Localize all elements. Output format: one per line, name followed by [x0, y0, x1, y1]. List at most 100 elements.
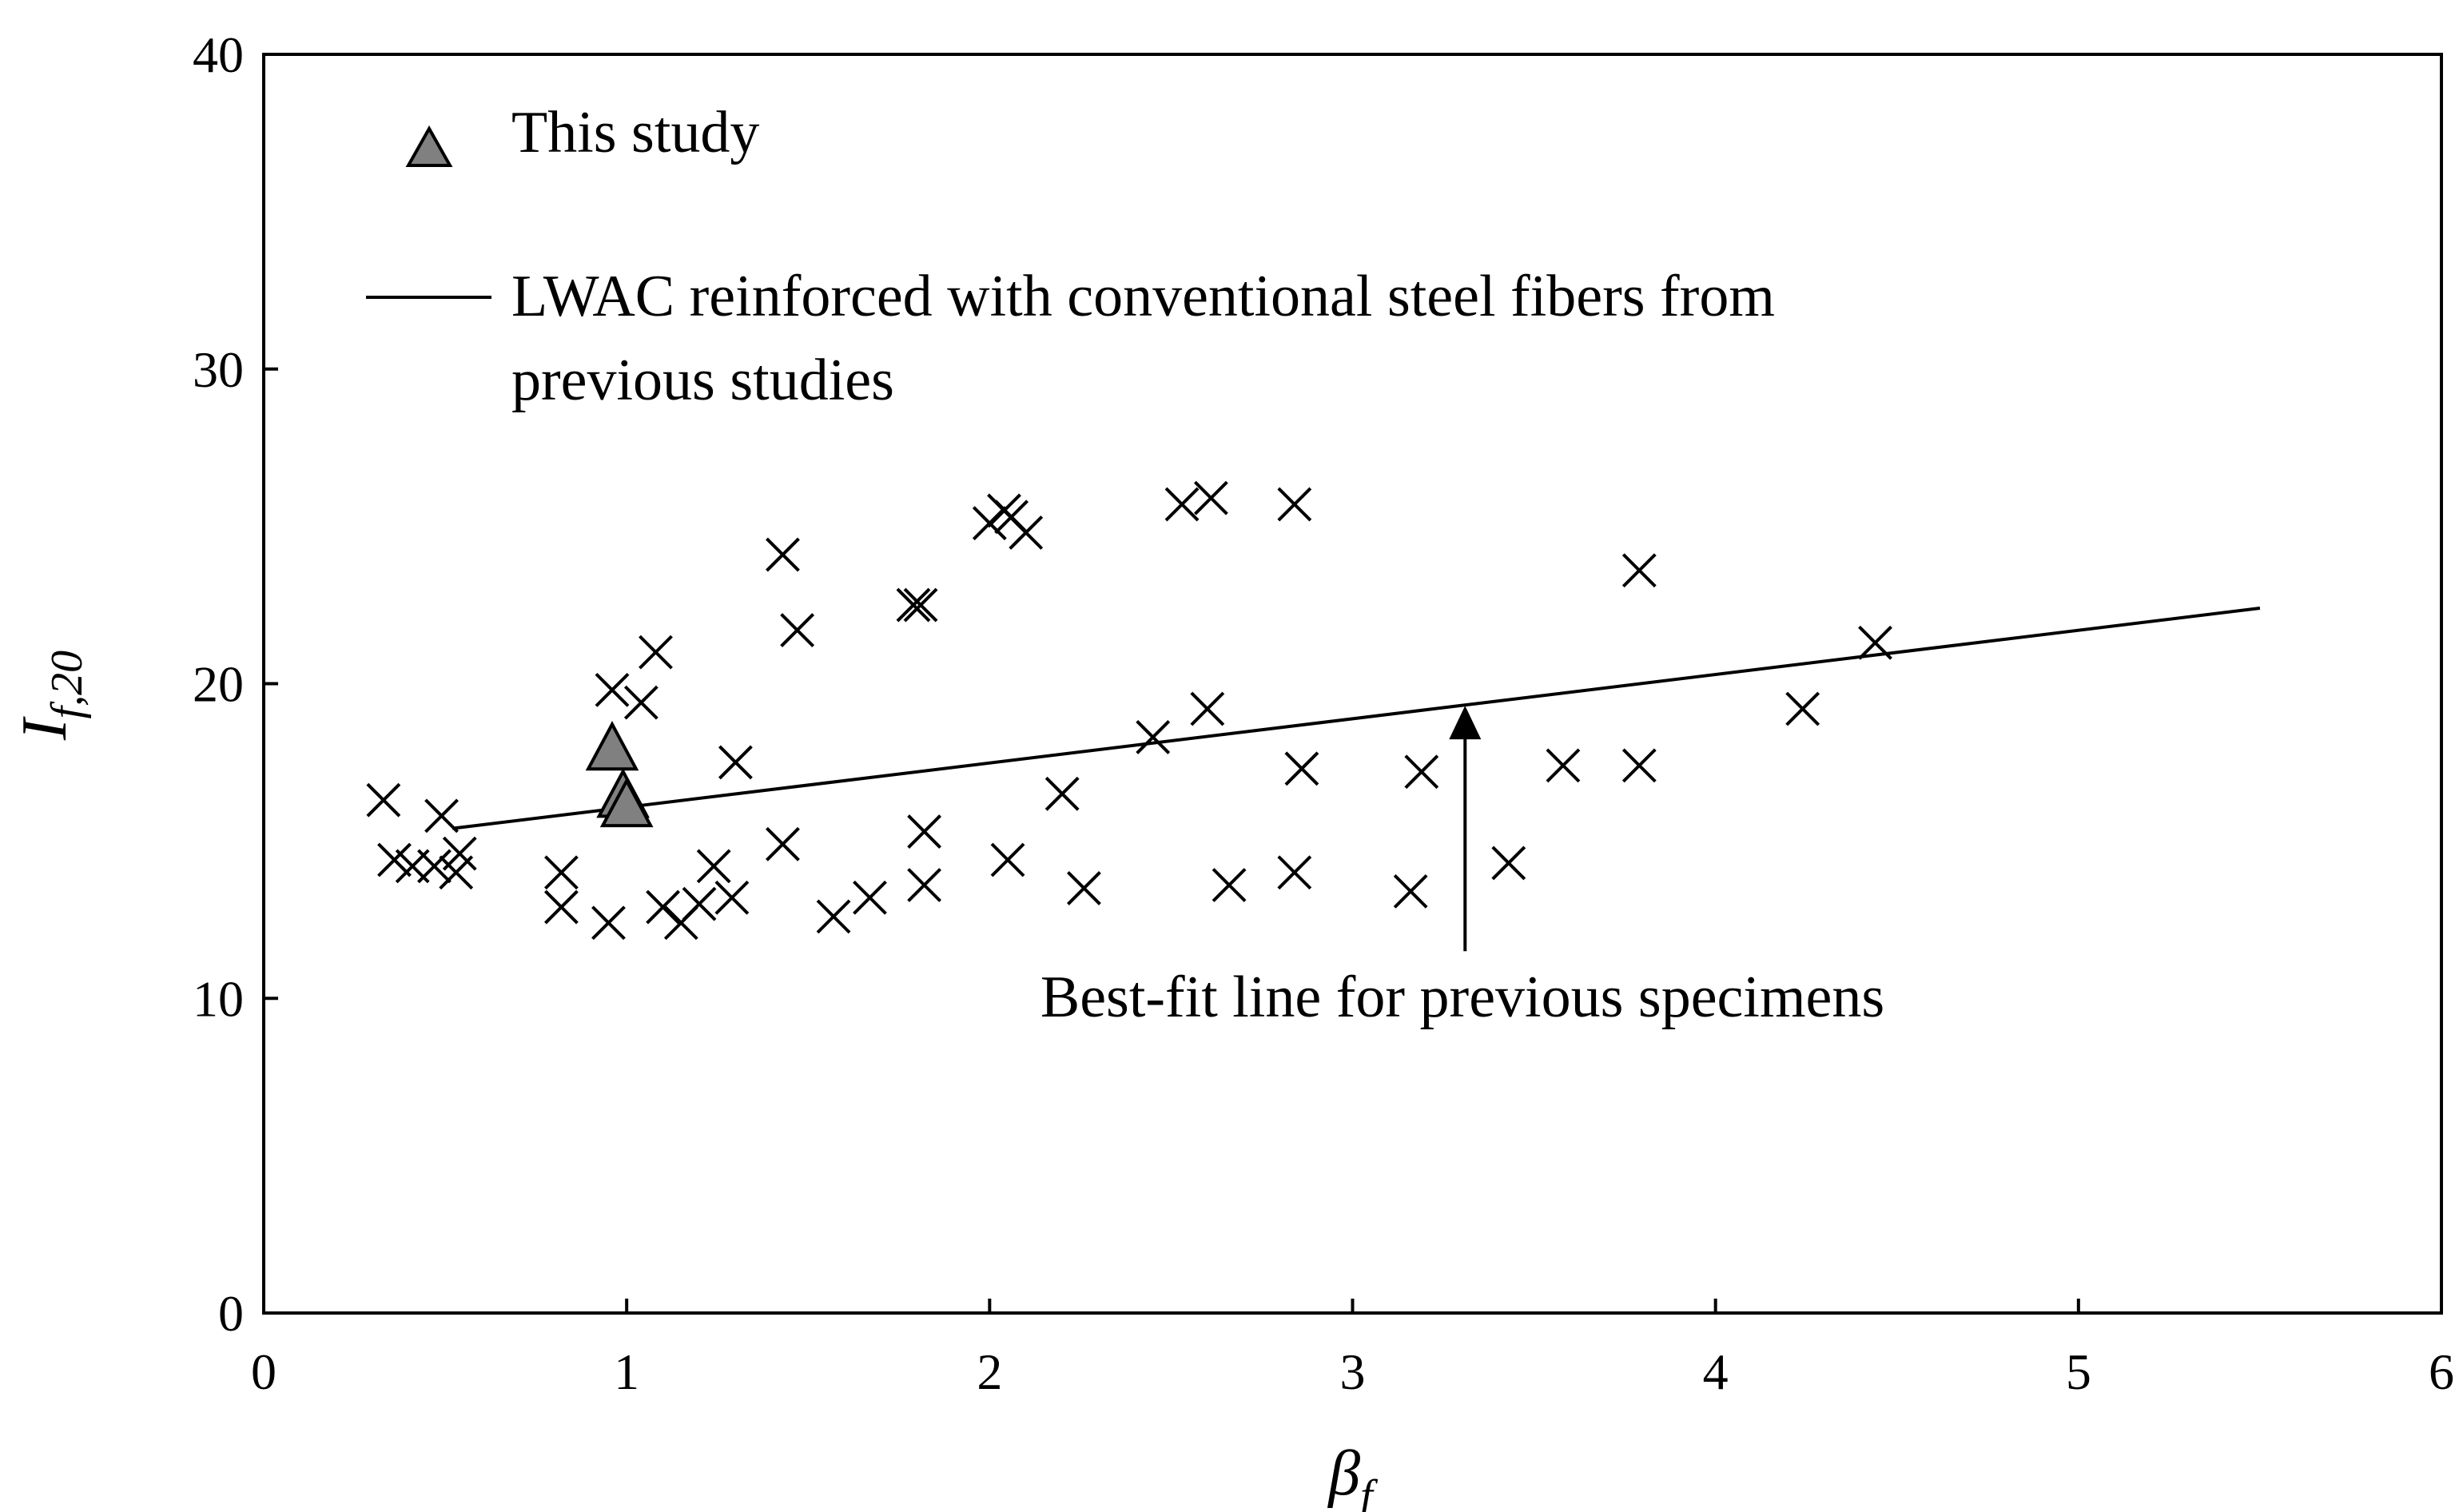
x-marker-stroke: [646, 889, 680, 925]
x-marker-stroke: [766, 537, 800, 572]
plot-frame: [262, 53, 2443, 1315]
x-tick-label: 3: [1340, 1343, 1366, 1400]
scatter-point-previous: [623, 685, 659, 720]
x-marker-stroke: [377, 842, 412, 877]
scatter-point-previous: [1393, 873, 1428, 909]
scatter-point-previous: [1404, 754, 1439, 790]
x-marker-stroke: [623, 685, 659, 720]
x-marker-stroke: [714, 880, 750, 915]
x-marker-stroke: [896, 587, 931, 623]
scatter-point-previous: [595, 672, 630, 707]
data-points: [366, 480, 1892, 941]
x-marker-stroke: [424, 798, 459, 834]
x-marker-stroke: [853, 880, 887, 915]
legend-label-previous-line1: LWAC reinforced with conventional steel …: [511, 264, 1775, 329]
x-tick-label: 4: [1703, 1343, 1729, 1400]
scatter-point-previous: [417, 849, 452, 884]
x-tick-label: 1: [614, 1343, 639, 1400]
plot-area-border: [262, 53, 2443, 1315]
x-marker-stroke: [1277, 487, 1312, 522]
scatter-point-previous: [1044, 776, 1080, 811]
scatter-point-this-study: [585, 721, 639, 771]
scatter-point-previous: [1785, 691, 1820, 726]
legend-triangle-marker: [405, 125, 453, 167]
x-marker-stroke: [682, 886, 717, 921]
x-marker-stroke: [366, 782, 401, 818]
x-marker-stroke: [718, 745, 753, 780]
x-marker-stroke: [544, 889, 579, 925]
x-marker-stroke: [903, 587, 938, 623]
y-tick-label: 40: [193, 26, 244, 83]
x-marker-stroke: [1009, 515, 1044, 550]
scatter-point-this-study: [599, 777, 654, 828]
x-tick-label: 2: [977, 1343, 1002, 1400]
x-axis-title-sub: f: [1360, 1471, 1379, 1512]
x-marker-stroke: [1277, 855, 1312, 890]
scatter-point-previous: [1277, 487, 1312, 522]
x-marker-stroke: [780, 613, 815, 647]
y-tick-label: 0: [218, 1285, 244, 1342]
scatter-point-previous: [1858, 625, 1892, 660]
scatter-point-previous: [1277, 855, 1312, 890]
scatter-point-previous: [682, 886, 717, 921]
x-marker-stroke: [766, 826, 800, 861]
scatter-point-previous: [591, 905, 626, 941]
x-axis-title: βf: [1327, 1438, 1379, 1512]
scatter-point-previous: [780, 613, 815, 647]
x-marker-stroke: [1621, 553, 1657, 588]
scatter-point-previous: [714, 880, 750, 915]
scatter-point-previous: [544, 855, 579, 890]
scatter-point-previous: [442, 836, 477, 871]
x-marker-stroke: [442, 836, 477, 871]
scatter-point-previous: [639, 635, 673, 670]
x-marker-stroke: [1193, 480, 1228, 515]
x-tick-label: 6: [2429, 1343, 2454, 1400]
x-marker-stroke: [639, 635, 673, 670]
scatter-point-previous: [853, 880, 887, 915]
scatter-point-previous: [907, 814, 941, 849]
legend: This study LWAC reinforced with conventi…: [366, 100, 1775, 413]
x-marker-stroke: [696, 849, 731, 884]
best-fit-line: [452, 607, 2261, 830]
legend-label-previous-line2: previous studies: [511, 348, 894, 413]
axis-ticks: [262, 53, 2443, 1315]
best-fit-line-layer: [452, 607, 2261, 830]
scatter-point-previous: [1136, 720, 1171, 754]
scatter-point-previous: [1164, 487, 1200, 522]
y-tick-label: 20: [193, 656, 244, 713]
x-marker-stroke: [1393, 873, 1428, 909]
x-marker-stroke: [1044, 776, 1080, 811]
x-marker-stroke: [1785, 691, 1820, 726]
x-marker-stroke: [1858, 625, 1892, 660]
x-marker-stroke: [595, 672, 630, 707]
x-marker-stroke: [816, 899, 851, 934]
scatter-point-previous: [718, 745, 753, 780]
scatter-point-previous: [377, 842, 412, 877]
x-marker-stroke: [907, 868, 941, 902]
scatter-point-previous: [990, 842, 1025, 877]
annotation-layer: [1449, 706, 1482, 952]
x-marker-stroke: [1190, 691, 1225, 726]
scatter-point-previous: [1284, 751, 1319, 786]
x-marker-stroke: [1212, 868, 1247, 902]
legend-label-this-study: This study: [511, 100, 759, 165]
scatter-point-previous: [766, 537, 800, 572]
scatter-point-previous: [366, 782, 401, 818]
x-marker-stroke: [1546, 748, 1581, 783]
x-marker-stroke: [990, 842, 1025, 877]
x-marker-stroke: [1136, 720, 1171, 754]
scatter-point-previous: [1491, 846, 1526, 881]
x-marker-stroke: [544, 855, 579, 890]
x-marker-stroke: [1404, 754, 1439, 790]
y-axis-title-main: I: [10, 716, 80, 741]
y-tick-label: 30: [193, 341, 244, 398]
tick-labels: 0 1 2 3 4 5 6 0 10 20 30 40: [193, 26, 2454, 1400]
x-marker-stroke: [1067, 871, 1101, 905]
x-marker-stroke: [591, 905, 626, 941]
x-marker-stroke: [1621, 748, 1657, 783]
scatter-point-previous: [646, 889, 680, 925]
scatter-point-previous: [544, 889, 579, 925]
x-axis-title-main: β: [1327, 1438, 1360, 1509]
